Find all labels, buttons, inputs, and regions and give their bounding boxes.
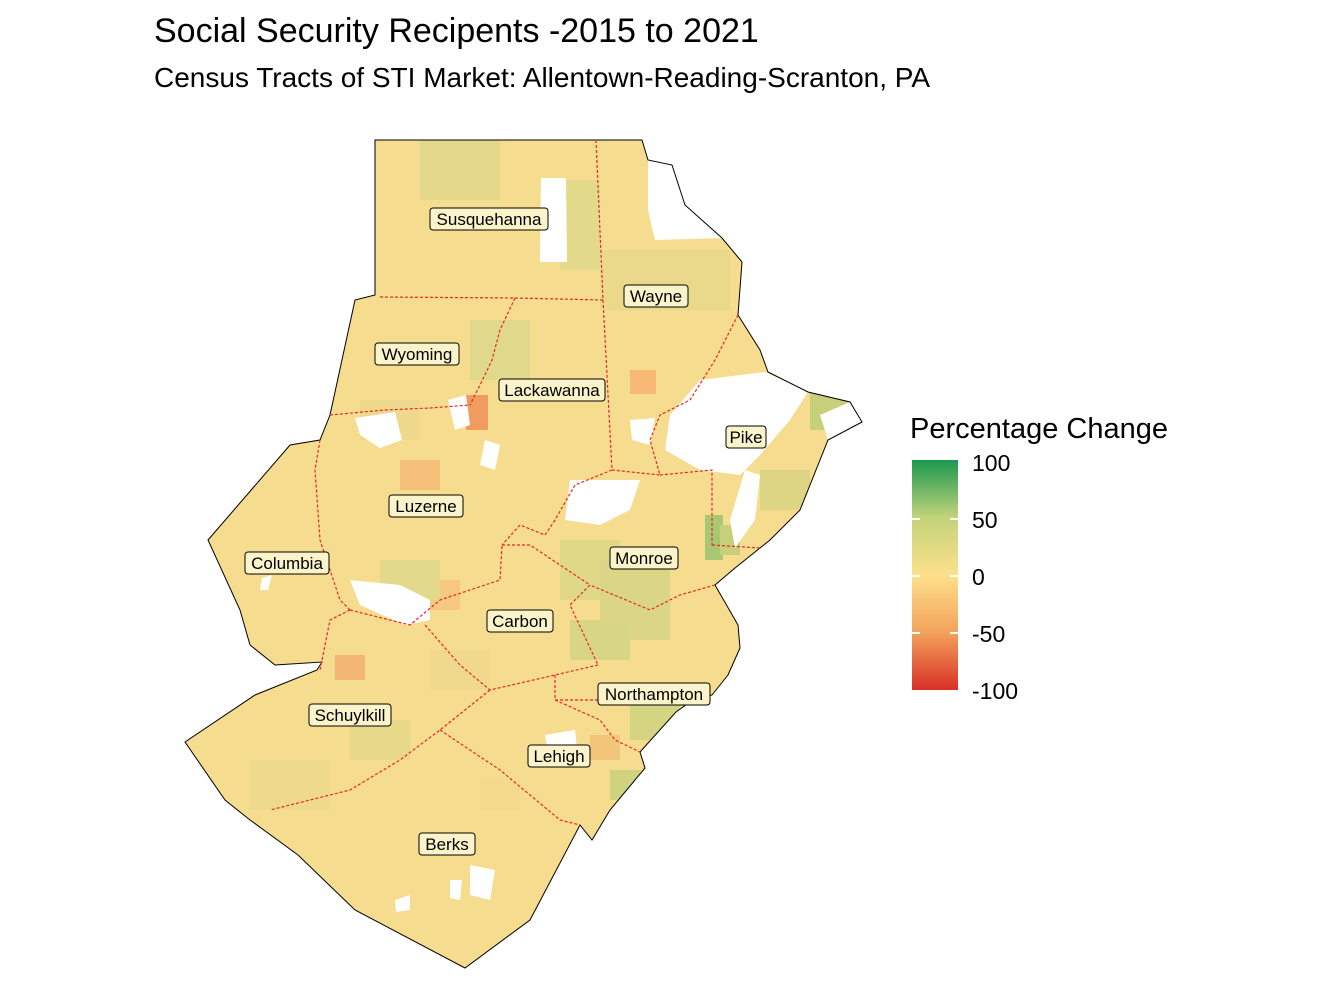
svg-text:Pike: Pike [729, 428, 762, 447]
region-outline [184, 139, 863, 969]
legend-tick-mark [912, 575, 920, 577]
county-label-lehigh: Lehigh [527, 744, 591, 768]
svg-text:Carbon: Carbon [492, 612, 548, 631]
legend-tick-mark [912, 632, 920, 634]
county-label-lackawanna: Lackawanna [498, 378, 606, 402]
county-label-northampton: Northampton [597, 682, 711, 706]
svg-text:Susquehanna: Susquehanna [437, 210, 542, 229]
legend-tick-mark [950, 518, 958, 520]
svg-text:Monroe: Monroe [615, 549, 673, 568]
county-label-schuylkill: Schuylkill [308, 703, 392, 727]
svg-text:Columbia: Columbia [251, 554, 323, 573]
legend-tick-mark [912, 518, 920, 520]
legend-title: Percentage Change [910, 413, 1168, 445]
map-subtitle: Census Tracts of STI Market: Allentown-R… [154, 62, 931, 93]
county-label-monroe: Monroe [609, 546, 679, 570]
svg-text:Wayne: Wayne [630, 287, 682, 306]
svg-text:Luzerne: Luzerne [395, 497, 456, 516]
county-label-carbon: Carbon [486, 609, 554, 633]
legend-tick-mark [950, 575, 958, 577]
legend-label-50: 50 [972, 507, 998, 533]
svg-text:Northampton: Northampton [605, 685, 703, 704]
county-label-wayne: Wayne [623, 284, 689, 308]
county-label-luzerne: Luzerne [388, 494, 464, 518]
county-label-berks: Berks [418, 832, 476, 856]
county-label-susquehanna: Susquehanna [429, 207, 549, 231]
no-data-tracts [260, 160, 862, 912]
county-labels: Susquehanna Wayne Wyoming Lackawanna Pik… [244, 207, 767, 856]
legend-tick-mark [950, 632, 958, 634]
legend-label-minus-100: -100 [972, 678, 1019, 704]
svg-text:Lehigh: Lehigh [533, 747, 584, 766]
svg-text:Berks: Berks [425, 835, 468, 854]
county-label-pike: Pike [725, 425, 767, 449]
svg-text:Schuylkill: Schuylkill [315, 706, 386, 725]
svg-text:Lackawanna: Lackawanna [504, 381, 600, 400]
county-label-columbia: Columbia [244, 551, 330, 575]
legend-label-100: 100 [972, 450, 1011, 476]
legend-label-0: 0 [972, 564, 985, 590]
map-title: Social Security Recipents -2015 to 2021 [154, 12, 759, 50]
svg-text:Wyoming: Wyoming [382, 345, 453, 364]
legend-label-minus-50: -50 [972, 621, 1006, 647]
county-label-wyoming: Wyoming [374, 342, 460, 366]
